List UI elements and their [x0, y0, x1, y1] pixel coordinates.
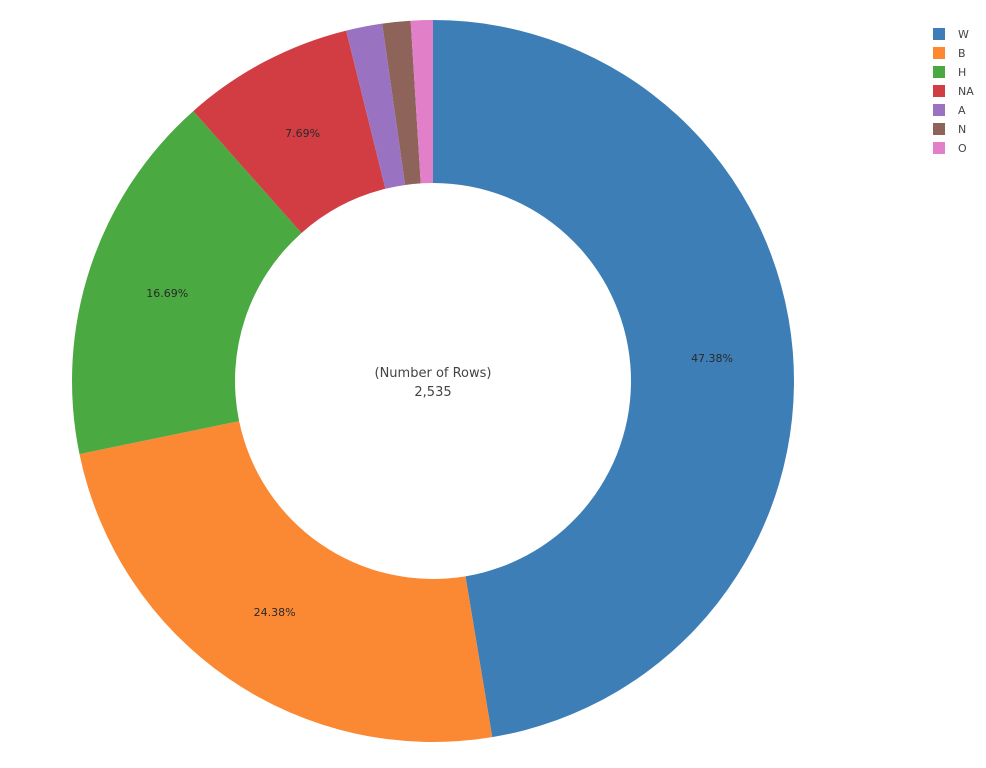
legend-label-w: W — [958, 28, 969, 41]
center-value: 2,535 — [414, 385, 451, 400]
legend-item-w[interactable]: W — [933, 28, 969, 41]
legend-swatch-a — [933, 104, 945, 116]
slice-label-w: 47.38% — [691, 352, 733, 365]
slice-w[interactable] — [433, 20, 794, 738]
slice-o[interactable] — [410, 20, 433, 184]
slice-a[interactable] — [346, 23, 406, 189]
slice-label-na: 7.69% — [285, 127, 320, 140]
slice-label-b: 24.38% — [254, 606, 296, 619]
legend-swatch-b — [933, 47, 945, 59]
legend-swatch-o — [933, 142, 945, 154]
legend-swatch-na — [933, 85, 945, 97]
legend-label-a: A — [958, 104, 966, 117]
slice-b[interactable] — [79, 421, 493, 742]
legend: WBH NA ANO — [933, 28, 974, 155]
slice-labels: 47.38% 24.38% 16.69% 7.69% — [146, 127, 733, 619]
legend-label-o: O — [958, 142, 967, 155]
legend-swatch-w — [933, 28, 945, 40]
legend-label-b: B — [958, 47, 966, 60]
legend-swatch-n — [933, 123, 945, 135]
legend-item-na[interactable]: NA — [933, 85, 974, 98]
slice-n[interactable] — [382, 20, 421, 185]
legend-item-n[interactable]: N — [933, 123, 966, 136]
legend-swatch-h — [933, 66, 945, 78]
slice-h[interactable] — [72, 111, 302, 455]
donut-slices — [72, 20, 794, 742]
legend-label-n: N — [958, 123, 966, 136]
center-label: (Number of Rows) — [375, 366, 492, 381]
slice-na[interactable] — [193, 30, 386, 233]
slice-label-h: 16.69% — [146, 287, 188, 300]
legend-item-h[interactable]: H — [933, 66, 966, 79]
legend-item-a[interactable]: A — [933, 104, 966, 117]
legend-label-h: H — [958, 66, 966, 79]
legend-item-b[interactable]: B — [933, 47, 966, 60]
legend-label-na: NA — [958, 85, 974, 98]
legend-item-o[interactable]: O — [933, 142, 967, 155]
